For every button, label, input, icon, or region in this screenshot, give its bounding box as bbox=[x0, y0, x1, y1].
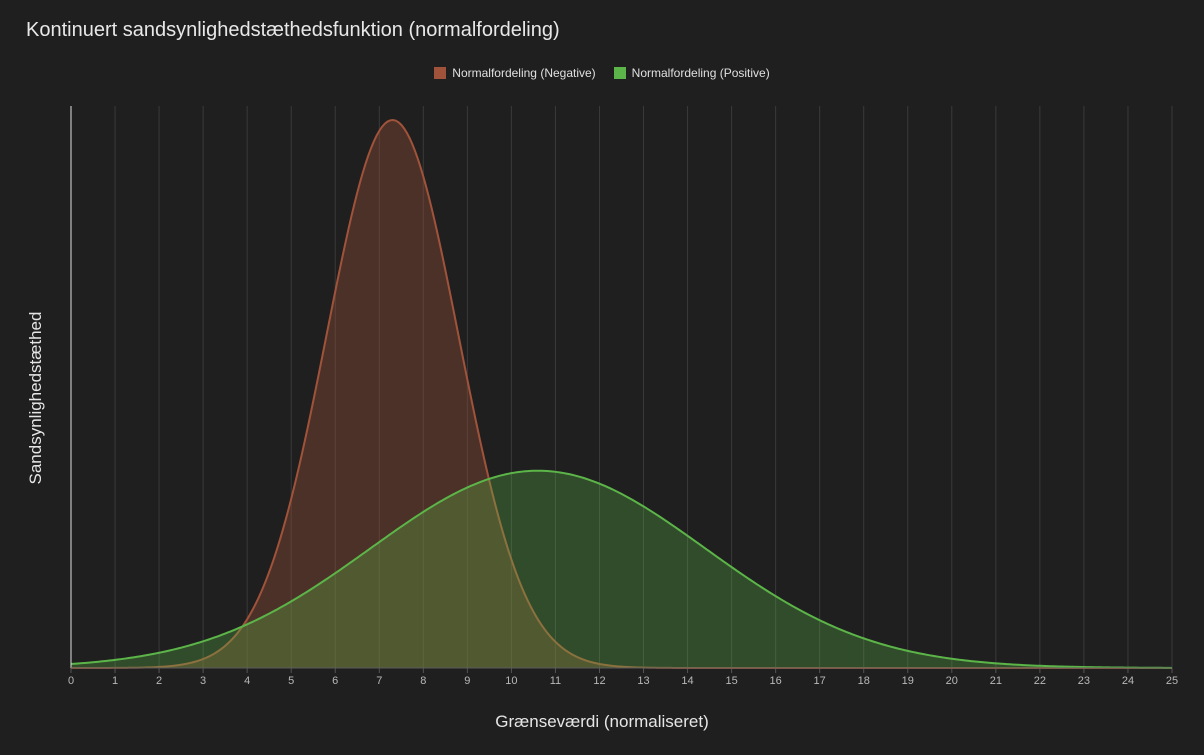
legend-item-negative[interactable]: Normalfordeling (Negative) bbox=[434, 66, 596, 80]
legend-swatch-positive bbox=[613, 67, 626, 79]
tick-label-x-23: 23 bbox=[1078, 675, 1090, 687]
tick-label-x-7: 7 bbox=[376, 675, 382, 687]
series-area-1 bbox=[71, 470, 1172, 668]
tick-label-x-24: 24 bbox=[1122, 675, 1134, 687]
tick-label-x-6: 6 bbox=[332, 675, 338, 687]
tick-label-x-3: 3 bbox=[200, 675, 206, 687]
tick-label-x-25: 25 bbox=[1166, 675, 1178, 687]
legend-item-positive[interactable]: Normalfordeling (Positive) bbox=[613, 66, 770, 80]
tick-label-x-2: 2 bbox=[156, 675, 162, 687]
tick-label-x-17: 17 bbox=[814, 675, 826, 687]
tick-label-x-20: 20 bbox=[946, 675, 958, 687]
tick-label-x-1: 1 bbox=[112, 675, 118, 687]
legend-label-positive: Normalfordeling (Positive) bbox=[631, 66, 770, 80]
tick-label-x-9: 9 bbox=[464, 675, 470, 687]
tick-label-x-12: 12 bbox=[593, 675, 605, 687]
tick-label-x-13: 13 bbox=[637, 675, 649, 687]
tick-label-x-19: 19 bbox=[902, 675, 914, 687]
legend-swatch-negative bbox=[434, 67, 447, 79]
tick-label-x-21: 21 bbox=[990, 675, 1002, 687]
tick-label-x-18: 18 bbox=[858, 675, 870, 687]
tick-label-x-5: 5 bbox=[288, 675, 294, 687]
tick-label-x-10: 10 bbox=[505, 675, 517, 687]
series-area-0 bbox=[71, 120, 1172, 668]
tick-label-x-11: 11 bbox=[550, 675, 561, 687]
tick-label-x-16: 16 bbox=[770, 675, 782, 687]
x-axis-title: Grænseværdi (normaliseret) bbox=[495, 712, 709, 731]
tick-label-x-8: 8 bbox=[420, 675, 426, 687]
legend: Normalfordeling (Negative) Normalfordeli… bbox=[0, 66, 1204, 80]
tick-label-x-14: 14 bbox=[681, 675, 693, 687]
legend-label-negative: Normalfordeling (Negative) bbox=[452, 66, 596, 80]
chart-title: Kontinuert sandsynlighedstæthedsfunktion… bbox=[26, 19, 560, 41]
series-line-1 bbox=[70, 469, 1173, 669]
tick-label-x-4: 4 bbox=[244, 675, 250, 687]
tick-label-x-0: 0 bbox=[68, 675, 74, 687]
tick-label-x-22: 22 bbox=[1034, 675, 1046, 687]
tick-label-x-15: 15 bbox=[725, 675, 737, 687]
